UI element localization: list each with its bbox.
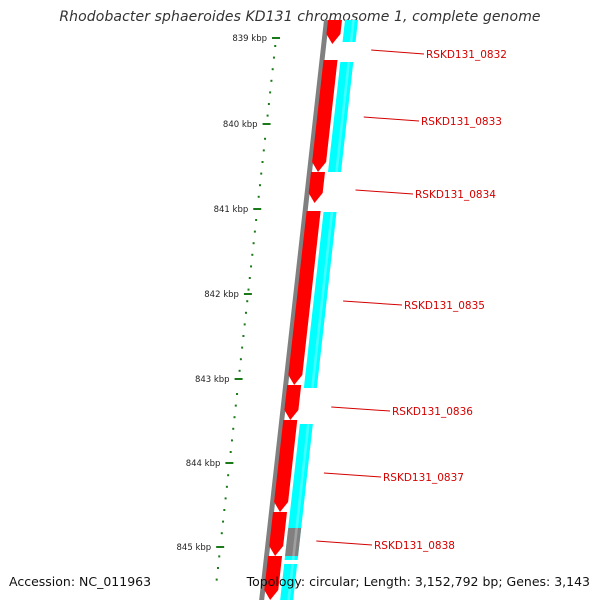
scale-minor-tick <box>218 555 221 558</box>
scale-minor-tick <box>250 265 253 268</box>
gene-label: RSKD131_0835 <box>404 300 485 312</box>
scale-minor-tick <box>271 68 274 71</box>
scale-minor-tick <box>216 567 219 569</box>
scale-ticks: 839 kbp 840 kbp 841 kbp 842 kbp 843 kbp 844 k… <box>177 34 280 581</box>
reverse-gene-shade <box>287 564 294 600</box>
scale-minor-tick <box>264 137 267 140</box>
gene-label: RSKD131_0837 <box>383 472 464 484</box>
scale-minor-tick <box>241 346 244 349</box>
genome-title: Rhodobacter sphaeroides KD131 chromosome… <box>59 9 541 25</box>
scale-minor-tick <box>270 79 273 82</box>
scale-minor-tick <box>230 439 233 442</box>
genome-backbone <box>259 20 329 600</box>
scale-minor-tick <box>227 474 230 477</box>
scale-minor-tick <box>222 520 225 523</box>
scale-tick-label: 840 kbp <box>223 120 258 130</box>
scale-minor-tick <box>255 219 258 221</box>
scale-minor-tick <box>232 427 235 430</box>
gene-leader-line <box>371 49 425 55</box>
reverse-gene <box>328 62 354 172</box>
accession-text: Accession: NC_011963 <box>9 574 152 589</box>
scale-minor-tick <box>236 393 239 395</box>
scale-minor-tick <box>238 369 241 372</box>
scale-minor-tick <box>253 230 256 233</box>
scale-minor-tick <box>274 45 277 47</box>
topology-text: Topology: circular; Length: 3,152,792 bp… <box>246 574 590 589</box>
gene-label: RSKD131_0833 <box>421 116 502 128</box>
scale-minor-tick <box>223 509 226 511</box>
scale-tick-label: 841 kbp <box>214 205 249 215</box>
scale-minor-tick <box>225 485 228 488</box>
scale-minor-tick <box>248 277 251 279</box>
gene-label: RSKD131_0832 <box>426 49 507 61</box>
scale-minor-tick <box>252 242 255 245</box>
gene-leader-line <box>331 406 391 412</box>
forward-gene-5 <box>284 385 302 420</box>
scale-minor-tick <box>224 497 227 500</box>
scale-tick-label: 839 kbp <box>232 34 267 44</box>
reverse-gene-shade <box>311 212 334 388</box>
gene-label: RSKD131_0836 <box>392 406 473 418</box>
reverse-gene-shade <box>349 20 355 42</box>
gene-leader-line <box>323 472 382 478</box>
gene-label: RSKD131_0834 <box>415 189 496 201</box>
scale-tick-label: 842 kbp <box>204 290 239 300</box>
reverse-gene <box>284 424 313 560</box>
reverse-gene <box>280 564 298 600</box>
forward-gene-1 <box>326 20 342 44</box>
other-feature-shade <box>292 528 298 556</box>
scale-tick-label: 845 kbp <box>177 543 212 553</box>
scale-minor-tick <box>258 184 261 187</box>
scale-minor-tick <box>257 195 260 198</box>
scale-minor-tick <box>247 288 250 291</box>
scale-minor-tick <box>215 578 218 581</box>
scale-minor-tick <box>229 451 232 453</box>
scale-minor-tick <box>220 532 223 535</box>
scale-minor-tick <box>233 416 236 419</box>
forward-gene-3 <box>308 172 326 203</box>
scale-minor-tick <box>234 404 237 407</box>
gene-label: RSKD131_0838 <box>374 540 455 552</box>
other-feature <box>285 528 302 556</box>
forward-gene-6 <box>274 420 298 512</box>
gene-labels: RSKD131_0832 RSKD131_0833 RSKD131_0834 RSKD… <box>316 49 507 552</box>
scale-minor-tick <box>239 358 242 361</box>
forward-gene-8 <box>264 556 283 600</box>
scale-minor-tick <box>251 253 254 256</box>
scale-minor-tick <box>267 103 270 105</box>
reverse-gene <box>303 212 337 388</box>
gene-leader-line <box>316 540 373 546</box>
scale-tick-label: 844 kbp <box>186 459 221 469</box>
scale-minor-tick <box>262 149 265 152</box>
reverse-gene-shade <box>335 62 351 172</box>
reverse-gene-shade <box>291 424 310 560</box>
gene-leader-line <box>355 189 414 195</box>
forward-gene-4 <box>288 211 321 385</box>
scale-minor-tick <box>260 172 263 175</box>
reverse-gene <box>342 20 358 42</box>
scale-minor-tick <box>261 161 264 163</box>
scale-tick-label: 843 kbp <box>195 375 230 385</box>
gene-leader-line <box>363 116 420 122</box>
forward-gene-2 <box>312 60 338 172</box>
forward-gene-7 <box>269 512 287 556</box>
scale-minor-tick <box>269 91 272 94</box>
gene-tracks <box>264 20 358 600</box>
scale-minor-tick <box>244 311 247 314</box>
scale-minor-tick <box>266 114 269 117</box>
scale-minor-tick <box>272 56 275 59</box>
gene-leader-line <box>343 300 403 306</box>
scale-minor-tick <box>243 323 246 326</box>
scale-minor-tick <box>242 335 245 337</box>
scale-minor-tick <box>246 300 249 303</box>
backbone-strand <box>259 20 329 600</box>
